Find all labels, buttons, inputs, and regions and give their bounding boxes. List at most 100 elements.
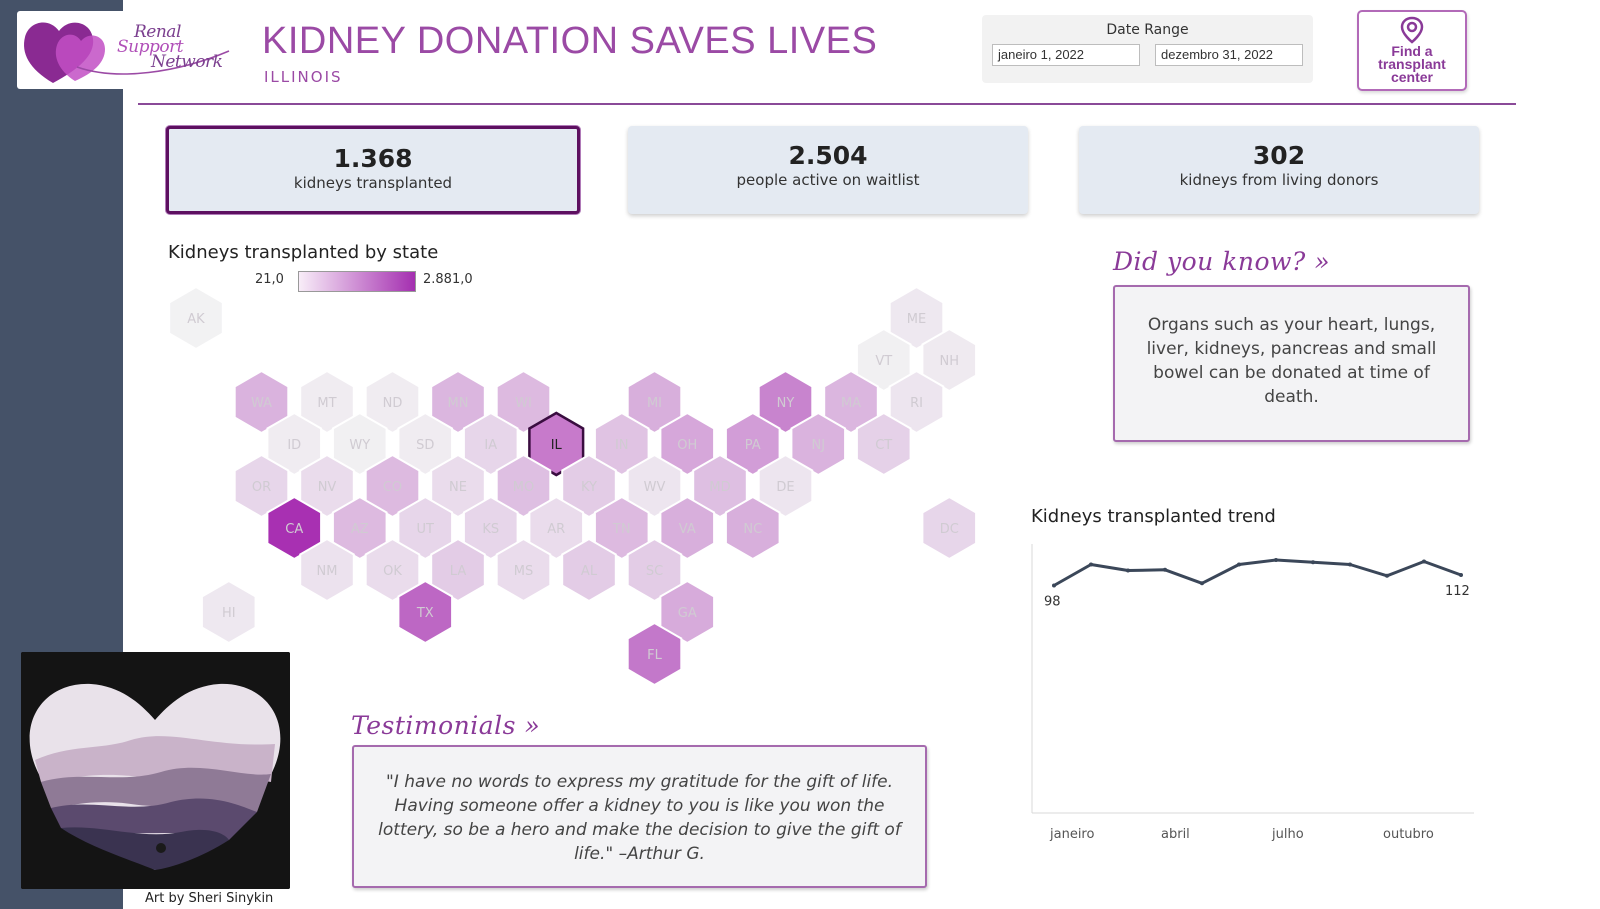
trend-point-dezembro[interactable] xyxy=(1459,573,1463,577)
state-hex-hi[interactable] xyxy=(200,579,257,645)
did-you-know-text: Organs such as your heart, lungs, liver,… xyxy=(1146,315,1437,407)
kpi-value: 302 xyxy=(1252,141,1306,170)
date-range-start-input[interactable]: janeiro 1, 2022 xyxy=(992,44,1140,66)
trend-point-junho[interactable] xyxy=(1237,562,1241,567)
heart-landscape-art xyxy=(21,652,290,889)
trend-x-tick-label: outubro xyxy=(1383,827,1434,842)
state-hex-label: SC xyxy=(646,564,663,579)
state-hex-label: AL xyxy=(581,564,598,579)
find-transplant-center-label: Find a transplant center xyxy=(1378,43,1446,85)
date-range-filter: Date Range janeiro 1, 2022 dezembro 31, … xyxy=(982,15,1313,83)
did-you-know-title: Did you know? » xyxy=(1113,247,1331,276)
state-hex-map: AK ME VT NH WA MT ND MN WI MI NY MA RI ID WY SD IA IL IN OH… xyxy=(168,285,978,687)
header-divider xyxy=(138,103,1516,105)
state-hex-label: NV xyxy=(318,480,337,495)
state-hex-label: MT xyxy=(317,396,336,411)
state-hex-label: NH xyxy=(940,354,960,369)
trend-point-julho[interactable] xyxy=(1274,558,1278,562)
state-hex-label: WI xyxy=(515,396,532,411)
trend-first-value-label: 98 xyxy=(1044,595,1061,610)
date-range-end-input[interactable]: dezembro 31, 2022 xyxy=(1155,44,1303,66)
did-you-know-box: Organs such as your heart, lungs, liver,… xyxy=(1113,285,1470,442)
kpi-label: kidneys from living donors xyxy=(1179,171,1379,189)
heart-logo-icon xyxy=(24,22,230,83)
state-hex-label: VA xyxy=(679,522,696,537)
trend-point-janeiro[interactable] xyxy=(1052,583,1056,588)
state-hex-label: WA xyxy=(251,396,272,411)
state-hex-label: HI xyxy=(222,606,236,621)
state-hex-label: AZ xyxy=(351,522,369,537)
kpi-label: kidneys transplanted xyxy=(293,174,453,192)
trend-point-maio[interactable] xyxy=(1200,581,1204,586)
trend-point-outubro[interactable] xyxy=(1385,573,1389,578)
kpi-kidneys-transplanted[interactable]: 1.368 kidneys transplanted xyxy=(166,126,580,214)
kpi-people-on-waitlist[interactable]: 2.504 people active on waitlist xyxy=(628,126,1028,214)
state-hex-nc[interactable] xyxy=(724,495,781,561)
state-hex-label: MA xyxy=(841,396,861,411)
state-hex-label: IA xyxy=(484,438,497,453)
state-hex-label: ID xyxy=(287,438,301,453)
state-hex-al[interactable] xyxy=(561,537,617,603)
state-hex-nm[interactable] xyxy=(299,537,355,603)
state-hex-label: ME xyxy=(907,312,926,327)
state-hex-label: LA xyxy=(450,564,467,579)
kpi-value: 2.504 xyxy=(788,141,868,170)
trend-point-março[interactable] xyxy=(1126,568,1130,573)
state-hex-label: RI xyxy=(910,396,923,411)
state-hex-label: GA xyxy=(678,606,697,621)
trend-x-tick-label: janeiro xyxy=(1049,827,1094,842)
logo-text-line3: Network xyxy=(151,52,223,72)
testimonials-title: Testimonials » xyxy=(351,711,541,740)
trend-point-fevereiro[interactable] xyxy=(1089,562,1093,567)
state-hex-tx[interactable] xyxy=(397,579,454,645)
state-hex-label: WY xyxy=(349,438,370,453)
find-transplant-center-button[interactable]: Find a transplant center xyxy=(1357,10,1467,91)
state-hex-ak[interactable] xyxy=(168,285,224,351)
state-hex-label: OH xyxy=(677,438,697,453)
state-hex-label: DC xyxy=(940,522,959,537)
trend-last-value-label: 112 xyxy=(1445,584,1470,599)
trend-point-agosto[interactable] xyxy=(1311,560,1315,565)
state-hex-ct[interactable] xyxy=(855,411,912,477)
state-hex-label: PA xyxy=(745,438,761,453)
state-hex-label: MD xyxy=(709,480,730,495)
state-hex-label: NM xyxy=(317,564,338,579)
color-legend-max: 2.881,0 xyxy=(423,272,473,287)
state-hex-label: NC xyxy=(743,522,762,537)
trend-x-tick-label: julho xyxy=(1271,827,1304,842)
state-hex-ms[interactable] xyxy=(495,537,552,603)
kpi-living-donors[interactable]: 302 kidneys from living donors xyxy=(1079,126,1479,214)
page-title: KIDNEY DONATION SAVES LIVES xyxy=(262,20,878,62)
page-subtitle-state: ILLINOIS xyxy=(264,68,343,86)
state-hex-label: IN xyxy=(615,438,629,453)
color-legend-min: 21,0 xyxy=(255,272,284,287)
trend-point-setembro[interactable] xyxy=(1348,562,1352,567)
trend-point-novembro[interactable] xyxy=(1422,559,1426,564)
state-hex-label: TN xyxy=(612,522,631,537)
trend-point-abril[interactable] xyxy=(1163,567,1167,572)
heart-artwork-image xyxy=(21,652,290,889)
state-hex-label: CA xyxy=(285,522,303,537)
state-map-title: Kidneys transplanted by state xyxy=(168,242,439,263)
logo-text-line1: Renal xyxy=(134,22,181,42)
state-hex-label: OR xyxy=(252,480,271,495)
trend-series-line[interactable] xyxy=(1053,558,1462,587)
state-hex-label: NY xyxy=(777,396,795,411)
state-hex-dc[interactable] xyxy=(921,495,978,561)
state-hex-label: MI xyxy=(647,396,662,411)
date-range-label: Date Range xyxy=(1106,22,1189,38)
testimonial-box: "I have no words to express my gratitude… xyxy=(352,745,927,888)
state-hex-label: MS xyxy=(514,564,533,579)
state-hex-fl[interactable] xyxy=(626,621,683,687)
color-legend-bar xyxy=(298,271,416,292)
state-hex-label: WV xyxy=(644,480,666,495)
state-hex-label: KY xyxy=(581,480,597,495)
state-hex-label: DE xyxy=(776,480,794,495)
testimonial-text: "I have no words to express my gratitude… xyxy=(378,772,901,864)
renal-support-network-logo[interactable]: Renal Support Network xyxy=(17,11,235,89)
state-hex-label: KS xyxy=(482,522,499,537)
state-hex-label: MN xyxy=(448,396,469,411)
state-hex-label: UT xyxy=(417,522,435,537)
state-hex-label: AR xyxy=(547,522,565,537)
trend-line-chart: 98 112 janeiro abril julho outubro xyxy=(1031,544,1474,842)
